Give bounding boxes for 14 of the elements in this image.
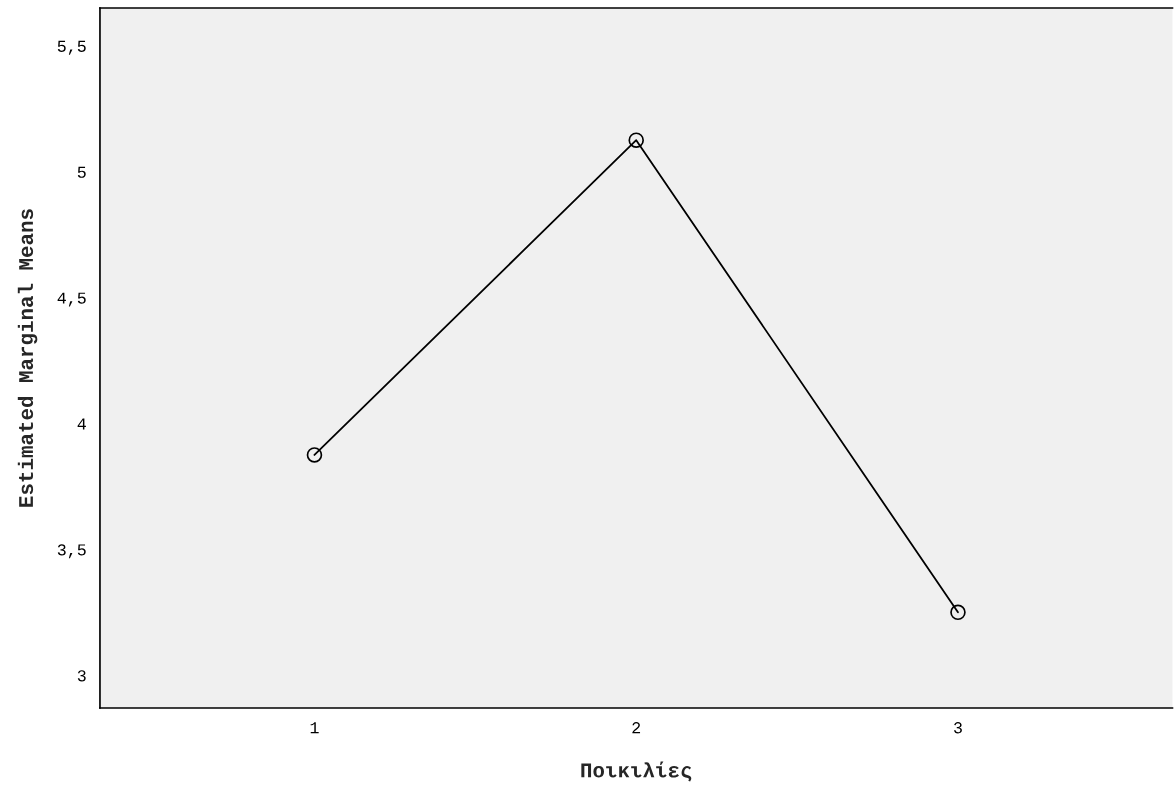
x-tick-label: 2 xyxy=(632,722,641,734)
point xyxy=(628,132,644,148)
x-tick-label: 1 xyxy=(310,722,319,734)
point xyxy=(306,447,323,463)
y-tick-label: 5,5 xyxy=(57,40,86,55)
y-tick-label: 3,5 xyxy=(57,544,86,559)
point xyxy=(950,604,966,621)
y-tick-label: 3 xyxy=(77,670,86,682)
y-axis-title: Estimated Marginal Means xyxy=(17,209,38,507)
y-tick-label: 5 xyxy=(77,166,86,178)
x-tick-label: 3 xyxy=(954,722,962,734)
x-axis-title: Ποικιλίες xyxy=(581,761,692,782)
y-tick-label: 4,5 xyxy=(57,292,86,307)
y-tick-label: 4 xyxy=(77,418,86,430)
